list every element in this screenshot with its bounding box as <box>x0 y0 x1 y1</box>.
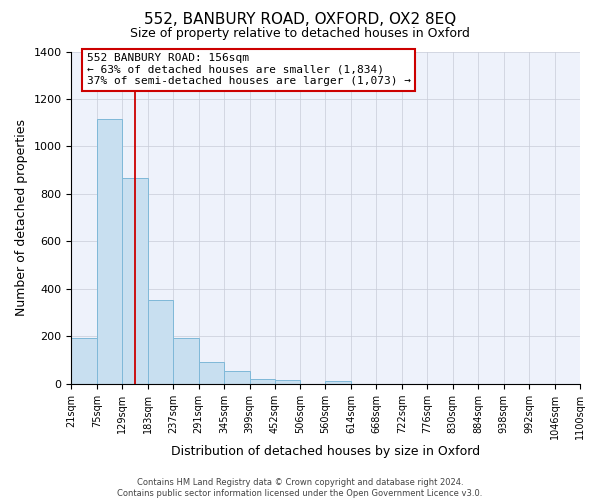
Text: 552, BANBURY ROAD, OXFORD, OX2 8EQ: 552, BANBURY ROAD, OXFORD, OX2 8EQ <box>144 12 456 28</box>
Bar <box>173 338 199 384</box>
Bar <box>97 118 122 384</box>
Text: Size of property relative to detached houses in Oxford: Size of property relative to detached ho… <box>130 28 470 40</box>
Bar <box>122 178 148 384</box>
Bar <box>275 380 300 384</box>
Text: Contains HM Land Registry data © Crown copyright and database right 2024.
Contai: Contains HM Land Registry data © Crown c… <box>118 478 482 498</box>
X-axis label: Distribution of detached houses by size in Oxford: Distribution of detached houses by size … <box>171 444 480 458</box>
Bar <box>325 381 351 384</box>
Y-axis label: Number of detached properties: Number of detached properties <box>15 119 28 316</box>
Bar <box>148 300 173 384</box>
Text: 552 BANBURY ROAD: 156sqm
← 63% of detached houses are smaller (1,834)
37% of sem: 552 BANBURY ROAD: 156sqm ← 63% of detach… <box>86 53 410 86</box>
Bar <box>250 378 275 384</box>
Bar <box>224 371 250 384</box>
Bar <box>71 338 97 384</box>
Bar <box>199 362 224 384</box>
